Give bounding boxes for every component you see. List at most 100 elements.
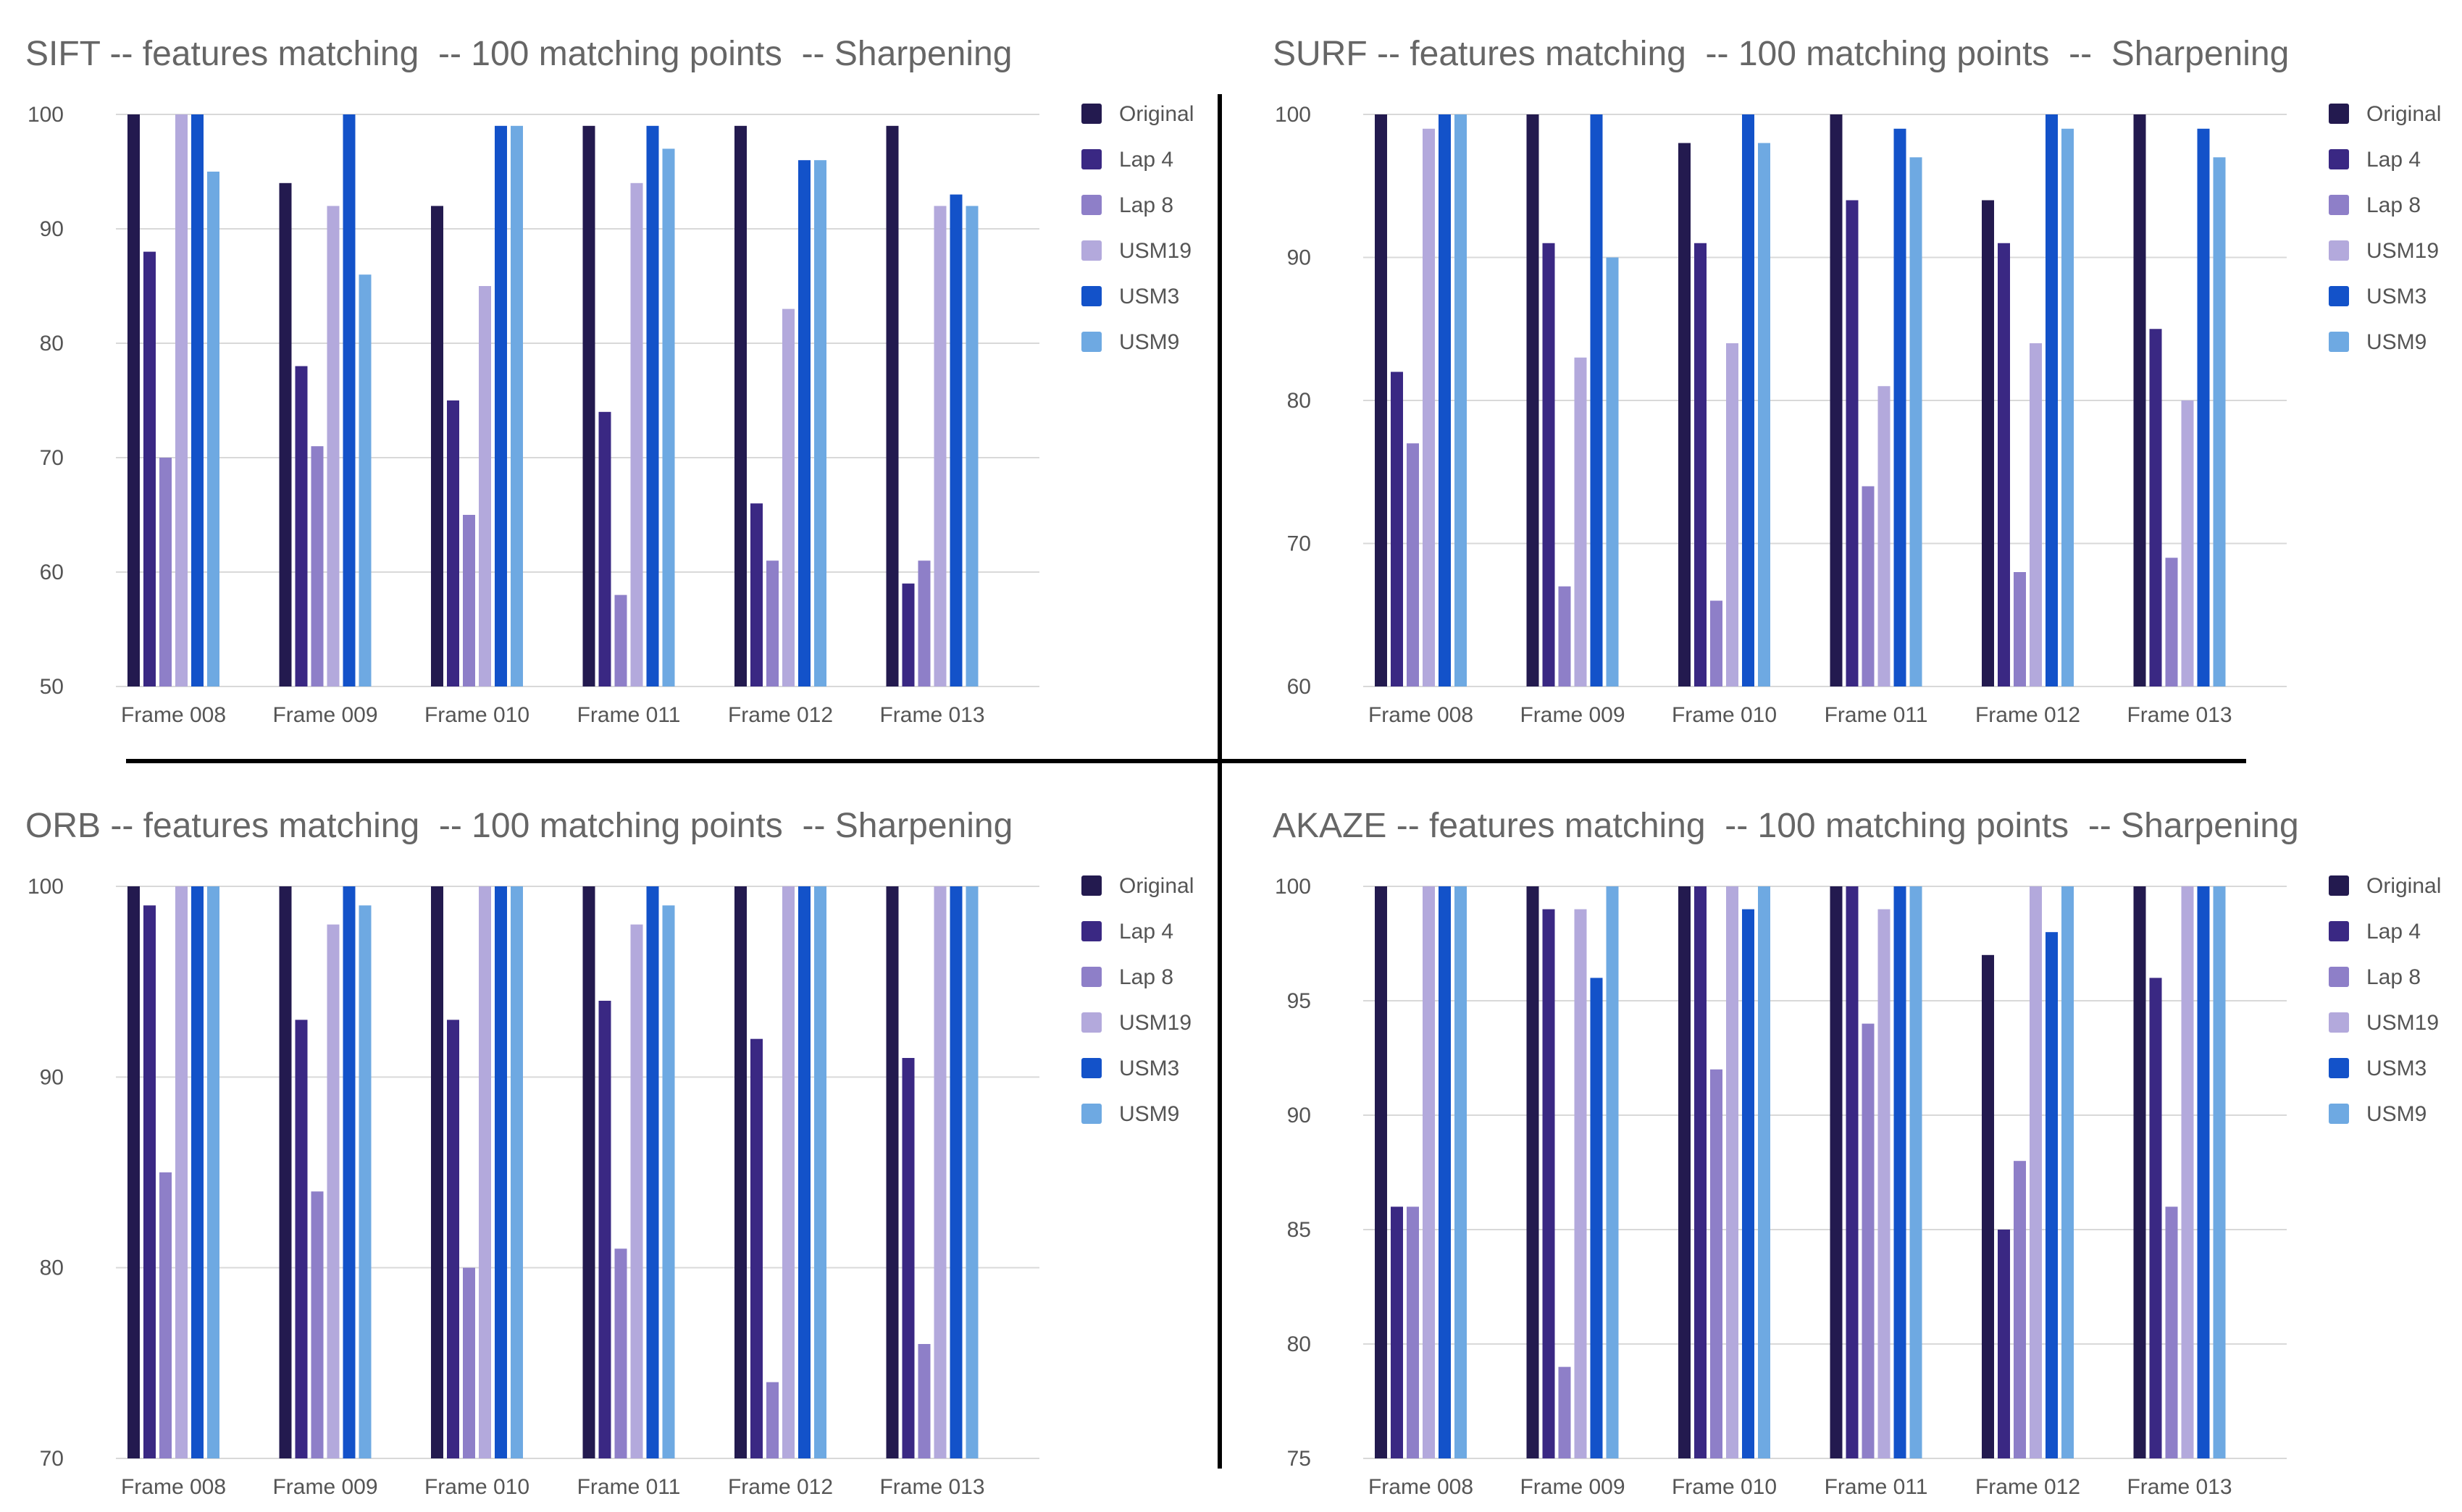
bar-lap-4 [447, 400, 459, 686]
x-category-label: Frame 010 [424, 703, 529, 727]
bar-original [431, 206, 443, 686]
x-category-label: Frame 012 [728, 1475, 833, 1499]
bar-lap-8 [159, 1172, 172, 1458]
legend-label: Lap 4 [1119, 148, 1173, 172]
legend-label: USM9 [2366, 1102, 2427, 1126]
bar-usm3 [2046, 932, 2058, 1458]
legend-swatch [2329, 286, 2349, 306]
legend-swatch [1081, 286, 1102, 306]
bar-original [1830, 114, 1843, 686]
bar-original [2133, 114, 2146, 686]
bar-usm3 [1590, 114, 1603, 686]
bar-lap-4 [902, 583, 915, 686]
legend-label: USM19 [1119, 1011, 1192, 1035]
legend-label: Original [2366, 102, 2441, 126]
bar-original [127, 886, 140, 1458]
bar-original [279, 182, 292, 687]
legend-swatch [1081, 921, 1102, 941]
bar-lap-4 [1846, 200, 1859, 686]
y-tick-label: 70 [40, 446, 64, 470]
bar-usm19 [479, 886, 491, 1458]
bar-lap-4 [295, 366, 308, 686]
bar-lap-4 [1846, 886, 1859, 1458]
bar-usm19 [479, 286, 491, 686]
bar-original [431, 886, 443, 1458]
bar-usm19 [175, 886, 188, 1458]
legend-swatch [1081, 240, 1102, 261]
legend-label: USM9 [2366, 330, 2427, 354]
bar-lap-4 [1998, 1230, 2010, 1458]
bar-usm3 [646, 886, 659, 1458]
bar-usm3 [343, 114, 356, 686]
legend-swatch [1081, 1104, 1102, 1124]
bar-usm3 [2197, 128, 2210, 686]
legend-swatch [1081, 1012, 1102, 1033]
bar-original [2133, 886, 2146, 1458]
bar-usm3 [1893, 886, 1906, 1458]
bar-lap-8 [766, 560, 779, 686]
legend-label: USM19 [1119, 239, 1192, 263]
bar-lap-4 [902, 1058, 915, 1458]
horizontal-divider [126, 759, 2246, 763]
legend-label: Lap 8 [2366, 193, 2421, 217]
legend-label: Lap 8 [1119, 193, 1173, 217]
y-tick-label: 50 [40, 675, 64, 699]
chart-title: SIFT -- features matching -- 100 matchin… [25, 35, 1012, 73]
bar-usm19 [2030, 886, 2042, 1458]
bar-usm9 [511, 886, 523, 1458]
bar-lap-4 [1998, 243, 2010, 686]
y-tick-label: 100 [1275, 875, 1311, 899]
chart-panel-2: SURF -- features matching -- 100 matchin… [1273, 35, 2441, 727]
chart-title: SURF -- features matching -- 100 matchin… [1273, 35, 2289, 73]
legend-label: USM3 [2366, 285, 2427, 308]
legend-label: USM3 [1119, 285, 1179, 308]
bar-usm19 [175, 114, 188, 686]
bar-usm3 [950, 194, 963, 687]
legend-label: USM9 [1119, 1102, 1179, 1126]
bar-usm19 [1726, 886, 1738, 1458]
bar-usm9 [2213, 886, 2226, 1458]
legend-label: Lap 8 [2366, 965, 2421, 989]
bar-usm19 [782, 308, 795, 687]
bar-usm9 [207, 886, 219, 1458]
bar-usm19 [1423, 886, 1435, 1458]
bar-usm9 [662, 148, 675, 686]
bar-usm19 [2181, 886, 2194, 1458]
bar-lap-4 [143, 251, 156, 687]
bar-lap-8 [766, 1382, 779, 1458]
chart-panel-1: SIFT -- features matching -- 100 matchin… [25, 35, 1194, 727]
y-tick-label: 100 [28, 875, 64, 899]
x-category-label: Frame 012 [1975, 703, 2080, 727]
bar-usm9 [1606, 257, 1619, 686]
y-tick-label: 100 [28, 103, 64, 127]
y-tick-label: 100 [1275, 103, 1311, 127]
bar-usm3 [1742, 909, 1754, 1458]
bar-usm3 [191, 886, 204, 1458]
legend-label: USM3 [1119, 1057, 1179, 1080]
bar-usm19 [327, 206, 340, 686]
legend-swatch [1081, 149, 1102, 169]
bar-usm3 [2197, 886, 2210, 1458]
y-tick-label: 90 [40, 217, 64, 241]
legend-swatch [2329, 104, 2349, 124]
vertical-divider [1218, 94, 1222, 1469]
legend-swatch [2329, 967, 2349, 987]
bar-original [582, 125, 595, 687]
bar-lap-4 [2149, 978, 2162, 1458]
bar-usm3 [1439, 114, 1451, 686]
bar-original [734, 125, 747, 687]
bar-lap-8 [614, 595, 627, 686]
bar-usm3 [343, 886, 356, 1458]
bar-lap-8 [463, 1267, 475, 1458]
bar-lap-4 [750, 1038, 763, 1458]
legend-swatch [2329, 240, 2349, 261]
bar-lap-8 [1558, 1366, 1571, 1458]
bar-usm3 [798, 886, 811, 1458]
bar-lap-8 [918, 1344, 931, 1458]
bar-original [1375, 886, 1387, 1458]
bar-usm19 [327, 924, 340, 1458]
x-category-label: Frame 013 [2127, 703, 2232, 727]
legend-label: Original [2366, 874, 2441, 898]
bar-usm9 [966, 886, 979, 1458]
bar-usm9 [2061, 128, 2074, 686]
